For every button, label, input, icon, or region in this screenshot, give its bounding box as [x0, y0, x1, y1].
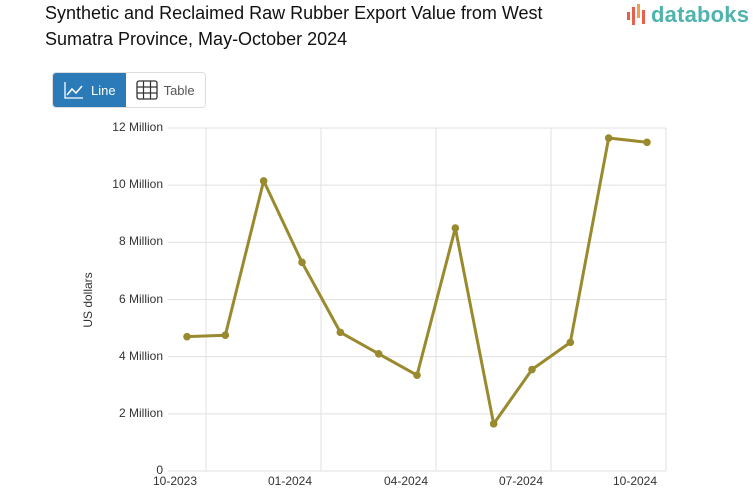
- data-point[interactable]: [451, 224, 460, 232]
- logo-bars-icon: [627, 4, 645, 25]
- line-chart-icon: [64, 82, 83, 99]
- x-tick-label: 10-2023: [152, 474, 198, 488]
- y-tick-label: 2 Million: [118, 405, 163, 420]
- y-tick-label: 8 Million: [118, 234, 163, 249]
- y-tick-label: 0: [156, 463, 163, 477]
- line-view-label: Line: [91, 82, 116, 98]
- data-point[interactable]: [489, 420, 498, 428]
- data-point[interactable]: [528, 365, 536, 374]
- logo-text: databoks: [651, 2, 750, 27]
- x-tick-label: 01-2024: [267, 474, 313, 488]
- table-view-label: Table: [163, 82, 195, 98]
- data-point[interactable]: [413, 371, 421, 380]
- chart-title: Synthetic and Reclaimed Raw Rubber Expor…: [45, 3, 543, 49]
- data-point[interactable]: [566, 338, 575, 347]
- table-grid-icon: [135, 80, 158, 100]
- view-toggle: Line Table: [52, 72, 206, 108]
- y-tick-label: 4 Million: [118, 348, 163, 363]
- data-point[interactable]: [221, 331, 230, 340]
- x-tick-label: 10-2024: [612, 474, 658, 488]
- series-line: [186, 136, 648, 426]
- line-view-button[interactable]: Line: [53, 73, 126, 107]
- y-tick-label: 6 Million: [118, 291, 163, 306]
- data-point[interactable]: [374, 350, 383, 358]
- data-point[interactable]: [336, 328, 345, 337]
- y-tick-label: 10 Million: [112, 177, 163, 192]
- databoks-logo: databoks: [626, 2, 749, 28]
- y-tick-label: 12 Million: [112, 120, 163, 134]
- x-tick-label: 07-2024: [498, 474, 544, 488]
- data-point[interactable]: [298, 258, 306, 267]
- data-point[interactable]: [604, 134, 613, 142]
- data-point[interactable]: [259, 177, 268, 185]
- data-point[interactable]: [183, 332, 191, 341]
- data-point[interactable]: [643, 138, 651, 147]
- x-tick-label: 04-2024: [383, 474, 429, 488]
- table-view-button[interactable]: Table: [125, 73, 205, 107]
